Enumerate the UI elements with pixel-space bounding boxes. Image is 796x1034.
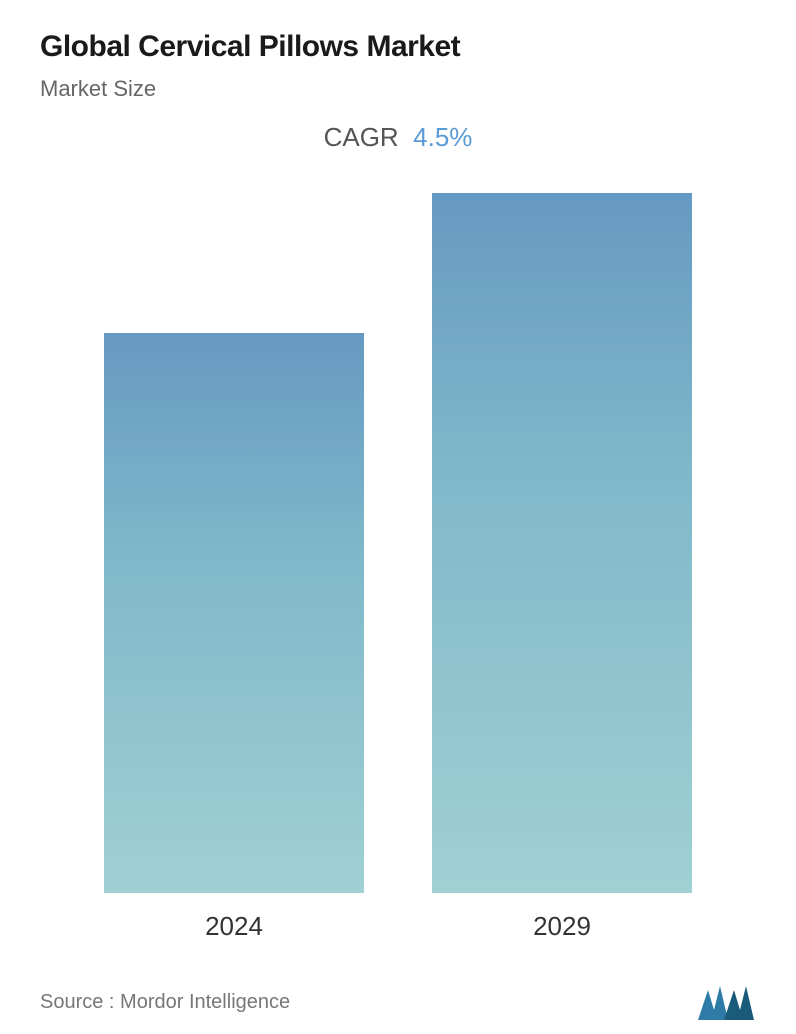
cagr-row: CAGR 4.5% <box>40 122 756 153</box>
bar-2029 <box>432 193 692 893</box>
bar-group-2024: 2024 <box>104 333 364 942</box>
footer: Source : Mordor Intelligence <box>40 962 756 1022</box>
cagr-label: CAGR <box>324 122 399 152</box>
chart-subtitle: Market Size <box>40 76 756 102</box>
logo-icon <box>696 982 756 1022</box>
chart-area: 2024 2029 <box>40 193 756 962</box>
source-text: Source : Mordor Intelligence <box>40 991 290 1014</box>
chart-title: Global Cervical Pillows Market <box>40 30 756 64</box>
bar-2024 <box>104 333 364 893</box>
bar-label-2024: 2024 <box>205 911 263 942</box>
chart-container: Global Cervical Pillows Market Market Si… <box>0 0 796 1034</box>
bar-label-2029: 2029 <box>533 911 591 942</box>
bar-group-2029: 2029 <box>432 193 692 942</box>
cagr-value: 4.5% <box>413 122 472 152</box>
